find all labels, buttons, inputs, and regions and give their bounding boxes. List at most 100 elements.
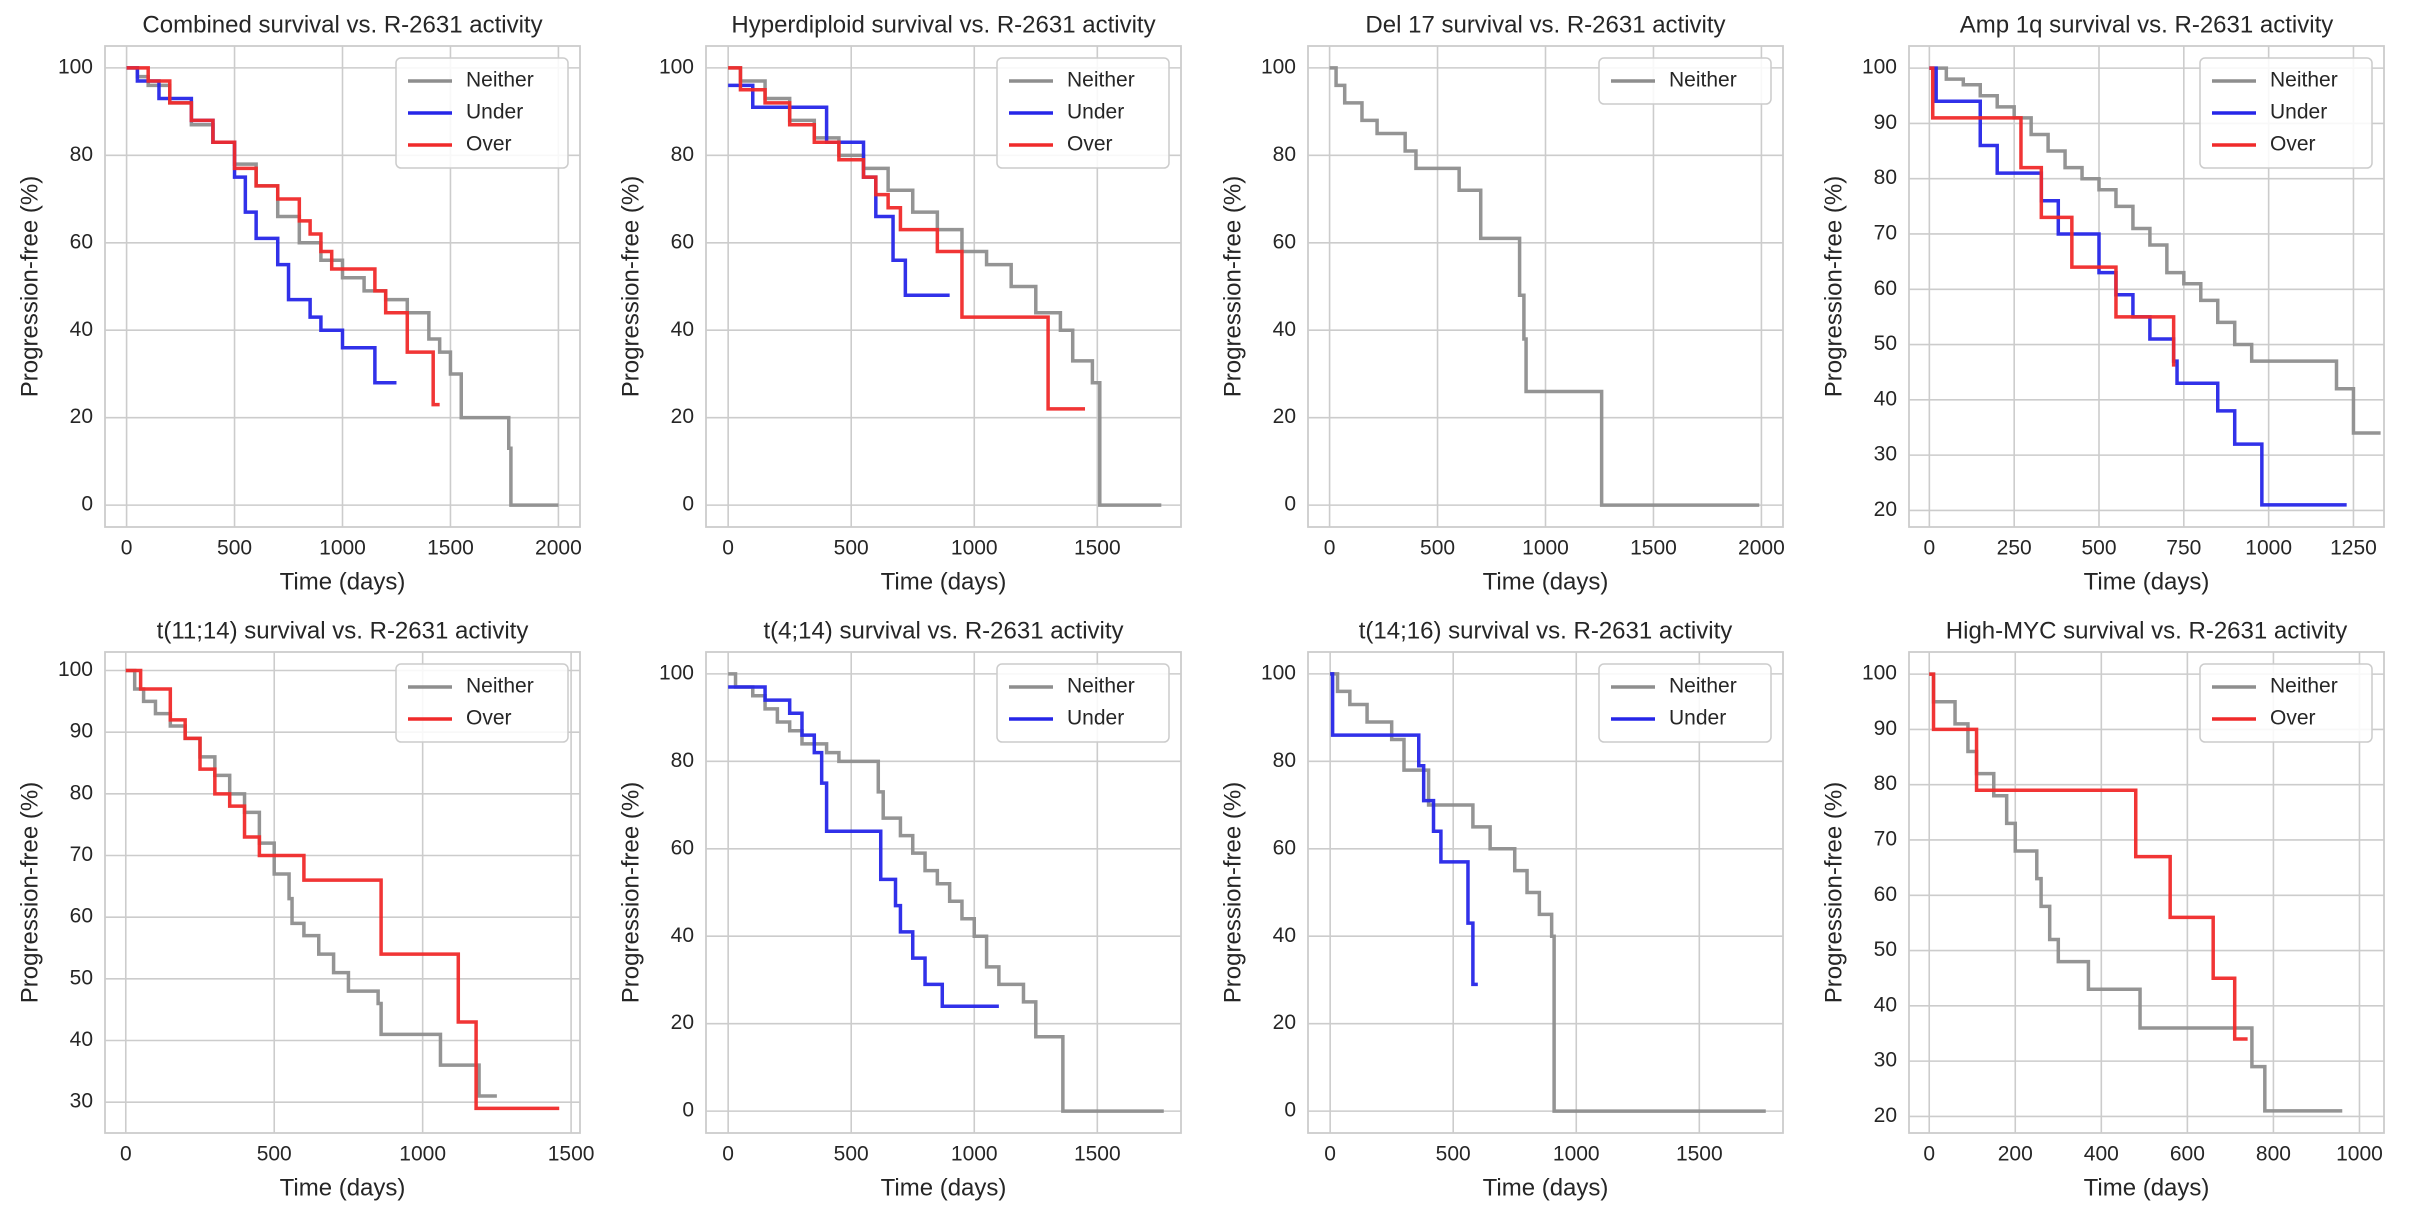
legend: Neither Under Over bbox=[2199, 57, 2373, 169]
y-tick-label: 40 bbox=[1273, 924, 1296, 947]
legend-box bbox=[996, 663, 1170, 743]
y-tick-label: 100 bbox=[659, 55, 694, 78]
y-tick-label: 100 bbox=[1261, 661, 1296, 684]
survival-curve bbox=[1929, 66, 2381, 435]
y-tick-label: 70 bbox=[1874, 828, 1897, 851]
legend: Neither Over bbox=[2199, 663, 2373, 743]
legend-label: Under bbox=[1067, 101, 1124, 124]
plot-frame bbox=[705, 651, 1182, 1134]
x-tick-label: 1000 bbox=[2336, 1143, 2383, 1166]
y-tick-label: 30 bbox=[1874, 443, 1897, 466]
y-tick-label: 20 bbox=[1874, 498, 1897, 521]
chart-title: Amp 1q survival vs. R-2631 activity bbox=[1960, 11, 2333, 38]
legend-box bbox=[395, 57, 569, 169]
plot-frame bbox=[1908, 651, 2385, 1134]
subplot: 0 250 500 750 1000 1250 20 30 40 50 60 70 80 90 100 Amp… bbox=[1820, 11, 2385, 595]
y-tick-label: 60 bbox=[70, 230, 93, 253]
y-tick-label: 60 bbox=[1273, 230, 1296, 253]
plot-frame bbox=[1307, 651, 1784, 1134]
x-tick-label: 2000 bbox=[1738, 537, 1785, 560]
x-tick-label: 500 bbox=[217, 537, 252, 560]
legend: Neither Under Over bbox=[395, 57, 569, 169]
x-tick-label: 800 bbox=[2256, 1143, 2291, 1166]
y-tick-label: 0 bbox=[1284, 493, 1296, 516]
x-tick-label: 1000 bbox=[1522, 537, 1569, 560]
x-axis-label: Time (days) bbox=[881, 1174, 1007, 1201]
subplot: 0 500 1000 1500 0 20 40 60 80 100 Hyperdiploid sur… bbox=[617, 11, 1182, 595]
legend-label: Over bbox=[466, 133, 512, 156]
y-tick-label: 0 bbox=[682, 1099, 694, 1122]
x-tick-label: 1000 bbox=[1553, 1143, 1600, 1166]
y-tick-label: 80 bbox=[1874, 772, 1897, 795]
survival-curve bbox=[1929, 672, 2248, 1041]
y-tick-label: 80 bbox=[1273, 143, 1296, 166]
plot-frame bbox=[104, 45, 581, 528]
x-tick-label: 0 bbox=[722, 1143, 734, 1166]
survival-curve bbox=[728, 83, 950, 297]
x-tick-label: 1000 bbox=[399, 1143, 446, 1166]
y-tick-label: 60 bbox=[1874, 883, 1897, 906]
y-tick-label: 60 bbox=[671, 230, 694, 253]
x-axis-label: Time (days) bbox=[881, 568, 1007, 595]
legend-label: Neither bbox=[1669, 675, 1737, 698]
chart-title: t(14;16) survival vs. R-2631 activity bbox=[1359, 617, 1732, 644]
x-tick-label: 1500 bbox=[1676, 1143, 1723, 1166]
legend-box bbox=[395, 663, 569, 743]
y-tick-label: 60 bbox=[1273, 836, 1296, 859]
x-tick-label: 1500 bbox=[1630, 537, 1677, 560]
x-tick-label: 1000 bbox=[951, 537, 998, 560]
survival-curve bbox=[1330, 672, 1766, 1113]
legend-label: Over bbox=[1067, 133, 1113, 156]
legend-label: Over bbox=[466, 707, 512, 730]
x-axis-label: Time (days) bbox=[2084, 568, 2210, 595]
plot-frame bbox=[1908, 45, 2385, 528]
plot-frame bbox=[104, 651, 581, 1134]
legend-box bbox=[996, 57, 1170, 169]
y-tick-label: 80 bbox=[671, 749, 694, 772]
survival-curve bbox=[126, 66, 397, 385]
legend-label: Under bbox=[466, 101, 523, 124]
y-axis-label: Progression-free (%) bbox=[1820, 176, 1847, 397]
legend-box bbox=[2199, 663, 2373, 743]
y-tick-label: 100 bbox=[1862, 56, 1897, 79]
x-tick-label: 0 bbox=[120, 1143, 132, 1166]
y-tick-label: 40 bbox=[671, 924, 694, 947]
y-tick-label: 80 bbox=[1874, 166, 1897, 189]
y-tick-label: 30 bbox=[70, 1090, 93, 1113]
y-tick-label: 0 bbox=[1284, 1099, 1296, 1122]
x-tick-label: 500 bbox=[834, 1143, 869, 1166]
chart-title: Hyperdiploid survival vs. R-2631 activit… bbox=[731, 11, 1155, 38]
y-tick-label: 90 bbox=[1874, 717, 1897, 740]
y-tick-label: 40 bbox=[70, 1028, 93, 1051]
x-tick-label: 1000 bbox=[2245, 537, 2292, 560]
y-tick-label: 90 bbox=[1874, 111, 1897, 134]
x-tick-label: 600 bbox=[2170, 1143, 2205, 1166]
x-axis-label: Time (days) bbox=[280, 568, 406, 595]
y-tick-label: 90 bbox=[70, 720, 93, 743]
x-tick-label: 0 bbox=[121, 537, 133, 560]
legend: Neither bbox=[1598, 57, 1772, 105]
y-tick-label: 20 bbox=[1874, 1104, 1897, 1127]
legend-label: Neither bbox=[1669, 69, 1737, 92]
x-tick-label: 250 bbox=[1997, 537, 2032, 560]
subplot: 0 500 1000 1500 2000 0 20 40 60 80 100 Del 17 survi… bbox=[1219, 11, 1784, 595]
survival-curve bbox=[126, 66, 440, 407]
legend: Neither Over bbox=[395, 663, 569, 743]
x-tick-label: 1500 bbox=[548, 1143, 595, 1166]
y-tick-label: 100 bbox=[1862, 662, 1897, 685]
y-tick-label: 100 bbox=[1261, 55, 1296, 78]
x-tick-label: 1250 bbox=[2330, 537, 2377, 560]
survival-curve bbox=[1929, 66, 2347, 507]
y-tick-label: 50 bbox=[1874, 332, 1897, 355]
y-tick-label: 30 bbox=[1874, 1049, 1897, 1072]
legend-label: Neither bbox=[2270, 675, 2338, 698]
y-axis-label: Progression-free (%) bbox=[617, 782, 644, 1003]
y-tick-label: 20 bbox=[671, 405, 694, 428]
survival-curve bbox=[728, 672, 1164, 1113]
legend-label: Neither bbox=[466, 69, 534, 92]
y-tick-label: 80 bbox=[70, 143, 93, 166]
legend-box bbox=[2199, 57, 2373, 169]
legend-box bbox=[1598, 57, 1772, 105]
survival-curve bbox=[125, 668, 560, 1111]
